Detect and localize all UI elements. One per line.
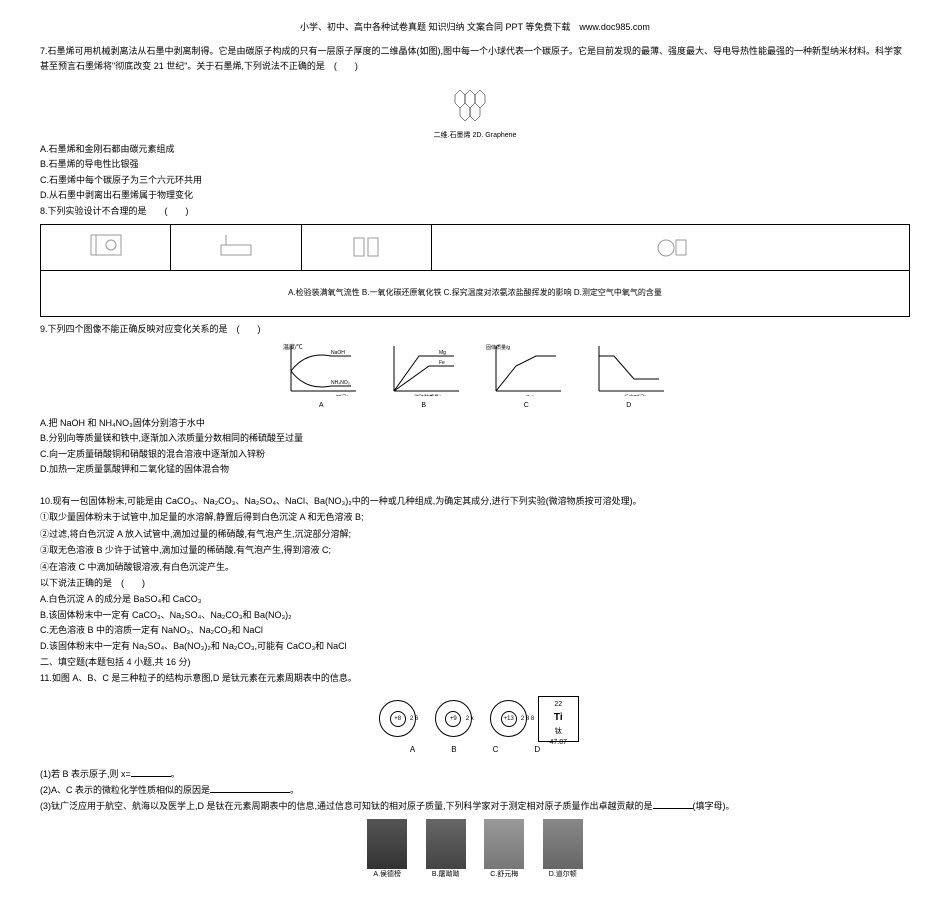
q10-opt-a: A.白色沉淀 A 的成分是 BaSO₄和 CaCO₃ xyxy=(40,592,910,606)
portrait-a xyxy=(367,819,407,869)
q9-stem: 9.下列四个图像不能正确反映对应变化关系的是 ( ) xyxy=(40,322,910,336)
chart-d: 反应时间/s D xyxy=(589,341,669,411)
svg-text:NaOH: NaOH xyxy=(331,350,345,356)
q10-s1: ①取少量固体粉末于试管中,加足量的水溶解,静置后得到白色沉淀 A 和无色溶液 B… xyxy=(40,510,910,524)
q8-table: A.检验装满氧气流性 B.一氧化碳还原氧化铁 C.探究温度对浓氨浓盐酸挥发的影响… xyxy=(40,224,910,317)
q9-opt-a: A.把 NaOH 和 NH₄NO₃固体分别溶于水中 xyxy=(40,416,910,430)
portrait-c xyxy=(484,819,524,869)
chart-a: 温度/℃NaOHNH₄NO₃时间/s A xyxy=(281,341,361,411)
q8-fig-b xyxy=(171,224,301,270)
q10-opt-d: D.该固体粉末中一定有 Na₂SO₄、Ba(NO₃)₂和 Na₂CO₃,可能有 … xyxy=(40,639,910,653)
q11-p1: (1)若 B 表示原子,则 x=。 xyxy=(40,767,910,781)
svg-text:NH₄NO₃: NH₄NO₃ xyxy=(331,380,350,386)
q7-opt-c: C.石墨烯中每个碳原子为三个六元环共用 xyxy=(40,173,910,187)
chart-b: MgFe稀硫酸质量/g B xyxy=(384,341,464,411)
svg-text:固体质量/g: 固体质量/g xyxy=(486,344,510,351)
svg-text:Mg: Mg xyxy=(439,350,446,356)
q7-opt-d: D.从石墨中剥离出石墨烯属于物理变化 xyxy=(40,188,910,202)
chart-c: 固体质量/gZn/g C xyxy=(486,341,566,411)
q10-stem: 10.现有一包固体粉末,可能是由 CaCO₃、Na₂CO₃、Na₂SO₄、NaC… xyxy=(40,494,910,508)
q11-p2: (2)A、C 表示的微粒化学性质相似的原因是。 xyxy=(40,783,910,797)
element-d: 22 Ti 钛 47.87 xyxy=(538,696,579,742)
q11-stem: 11.如图 A、B、C 是三种粒子的结构示意图,D 是钛元素在元素周期表中的信息… xyxy=(40,671,910,685)
apparatus-icon xyxy=(346,230,386,260)
svg-text:反应时间/s: 反应时间/s xyxy=(624,394,648,396)
q10-opt-b: B.该固体粉末中一定有 CaCO₃、Na₂SO₄、Na₂CO₃和 Ba(NO₃)… xyxy=(40,608,910,622)
q7-caption: 二维.石墨烯 2D. Graphene xyxy=(40,130,910,141)
q7-stem: 7.石墨烯可用机械剥离法从石墨中剥离制得。它是由碳原子构成的只有一层原子厚度的二… xyxy=(40,44,910,73)
q8-stem: 8.下列实验设计不合理的是 ( ) xyxy=(40,204,910,218)
q9-opt-d: D.加热一定质量氯酸钾和二氧化锰的固体混合物 xyxy=(40,462,910,476)
atom-b: +92 x xyxy=(435,700,472,737)
apparatus-icon xyxy=(216,230,256,260)
page-header: 小学、初中、高中各种试卷真题 知识归纳 文案合同 PPT 等免费下载 www.d… xyxy=(40,20,910,34)
portrait-b xyxy=(426,819,466,869)
svg-text:Zn/g: Zn/g xyxy=(526,395,536,396)
q7-figure: 二维.石墨烯 2D. Graphene xyxy=(40,75,910,141)
graphene-icon xyxy=(435,75,515,125)
q7-opt-a: A.石墨烯和金刚石都由碳元素组成 xyxy=(40,142,910,156)
q11-figures: +82 6 +92 x +132 8 8 22 Ti 钛 47.87 ABCD xyxy=(40,696,910,757)
apparatus-icon xyxy=(86,230,126,260)
q8-fig-c xyxy=(301,224,431,270)
q10-concl: 以下说法正确的是 ( ) xyxy=(40,576,910,590)
q10-s4: ④在溶液 C 中滴加硝酸银溶液,有白色沉淀产生。 xyxy=(40,560,910,574)
q10-options: A.白色沉淀 A 的成分是 BaSO₄和 CaCO₃ B.该固体粉末中一定有 C… xyxy=(40,592,910,653)
q8-desc: A.检验装满氧气流性 B.一氧化碳还原氧化铁 C.探究温度对浓氨浓盐酸挥发的影响… xyxy=(41,270,910,316)
atom-c: +132 8 8 xyxy=(490,700,527,737)
section2-title: 二、填空题(本题包括 4 小题,共 16 分) xyxy=(40,655,910,669)
portrait-d xyxy=(543,819,583,869)
svg-text:稀硫酸质量/g: 稀硫酸质量/g xyxy=(414,394,443,396)
q8-fig-d xyxy=(432,224,910,270)
svg-text:温度/℃: 温度/℃ xyxy=(283,343,303,351)
q11-p3: (3)钛广泛应用于航空、航海以及医学上,D 是钛在元素周期表中的信息,通过信息可… xyxy=(40,799,910,813)
q11-portraits: A.侯德榜 B.屠呦呦 C.舒元梅 D.道尔顿 xyxy=(40,819,910,880)
svg-text:时间/s: 时间/s xyxy=(336,394,350,396)
q9-options: A.把 NaOH 和 NH₄NO₃固体分别溶于水中 B.分别向等质量镁和铁中,逐… xyxy=(40,416,910,477)
q8-fig-a xyxy=(41,224,171,270)
q10-s3: ③取无色溶液 B 少许于试管中,滴加过量的稀硝酸,有气泡产生,得到溶液 C; xyxy=(40,543,910,557)
q10-opt-c: C.无色溶液 B 中的溶质一定有 NaNO₃、Na₂CO₃和 NaCl xyxy=(40,623,910,637)
q7-options: A.石墨烯和金刚石都由碳元素组成 B.石墨烯的导电性比银强 C.石墨烯中每个碳原… xyxy=(40,142,910,203)
q10-s2: ②过滤,将白色沉淀 A 放入试管中,滴加过量的稀硝酸,有气泡产生,沉淀部分溶解; xyxy=(40,527,910,541)
q9-opt-b: B.分别向等质量镁和铁中,逐渐加入浓质量分数相同的稀硫酸至过量 xyxy=(40,431,910,445)
apparatus-icon xyxy=(651,230,691,260)
q9-charts: 温度/℃NaOHNH₄NO₃时间/s A MgFe稀硫酸质量/g B 固体质量/… xyxy=(40,341,910,411)
q7-opt-b: B.石墨烯的导电性比银强 xyxy=(40,157,910,171)
atom-a: +82 6 xyxy=(379,700,416,737)
svg-text:Fe: Fe xyxy=(439,360,445,366)
q9-opt-c: C.向一定质量硝酸铜和硝酸银的混合溶液中逐渐加入锌粉 xyxy=(40,447,910,461)
